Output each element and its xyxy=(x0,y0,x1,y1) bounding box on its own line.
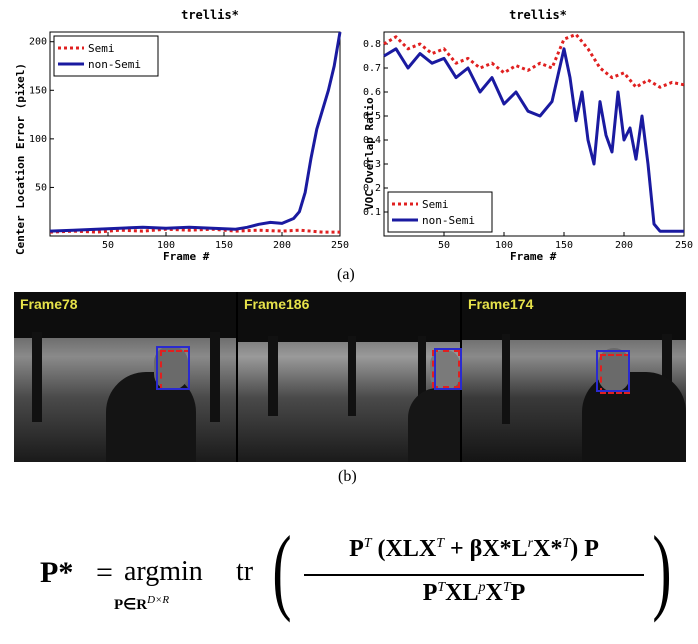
pillar xyxy=(502,334,510,424)
y-tick-label: 200 xyxy=(29,37,47,48)
eq-den-p-sup: T xyxy=(437,580,446,595)
legend-box xyxy=(53,35,159,77)
y-tick-label: 100 xyxy=(29,134,47,145)
eq-paren-left: ( xyxy=(272,516,292,623)
x-tick-label: 50 xyxy=(438,240,450,251)
eq-trace: tr xyxy=(236,556,254,587)
frame-panel-3: Frame174 xyxy=(462,292,686,462)
x-tick-label: 50 xyxy=(102,240,114,251)
y-tick-label: 150 xyxy=(29,85,47,96)
caption-a: (a) xyxy=(337,266,355,283)
face xyxy=(154,346,188,390)
roof-shadow xyxy=(238,292,460,342)
series-line-nonsemi xyxy=(383,47,684,233)
y-tick-label: 0.8 xyxy=(363,39,381,50)
eq-denominator: PTXLpXTP xyxy=(302,580,646,607)
y-tick-label: 0.7 xyxy=(363,63,381,74)
eq-paren-right: ) xyxy=(652,516,672,623)
legend-label: Semi xyxy=(422,198,449,211)
objective-equation: P* = argmin P∈RD×R tr ( PT (XLXT + βX*Lr… xyxy=(40,516,680,628)
legend: Semi non-Semi xyxy=(53,35,159,77)
eq-num-xlx: (XLX xyxy=(377,536,437,562)
eq-equals: = xyxy=(96,556,113,589)
plot2-xlabel: Frame # xyxy=(510,250,557,263)
legend-label: non-Semi xyxy=(422,214,475,227)
eq-den-p2: p xyxy=(478,580,486,595)
eq-subscript-sup: D×R xyxy=(147,594,170,606)
plot2-title: trellis* xyxy=(509,8,567,22)
plot1-title: trellis* xyxy=(181,8,239,22)
x-tick-label: 150 xyxy=(555,240,573,251)
caption-b: (b) xyxy=(338,468,357,485)
eq-argmin: argmin xyxy=(124,556,203,587)
pillar xyxy=(32,332,42,422)
pillar xyxy=(268,336,278,416)
eq-num-x-sup: T xyxy=(562,536,571,551)
eq-den-xl: XL xyxy=(445,580,479,606)
eq-fraction-bar xyxy=(304,574,644,576)
tracking-box-nonsemi xyxy=(596,350,630,392)
series-line-nonsemi xyxy=(49,31,342,233)
x-tick-label: 250 xyxy=(331,240,349,251)
roof-shadow xyxy=(14,292,236,338)
eq-lhs: P* xyxy=(40,556,74,589)
plot1-xlabel: Frame # xyxy=(163,250,210,263)
eq-subscript: P∈RD×R xyxy=(114,594,169,614)
eq-num-beta: + βX*L xyxy=(444,536,528,562)
y-tick-label: 0.4 xyxy=(363,135,381,146)
y-tick-label: 50 xyxy=(35,182,47,193)
eq-num-x: X* xyxy=(533,536,563,562)
y-tick-label: 0.3 xyxy=(363,159,381,170)
frame-panel-2: Frame186 xyxy=(238,292,462,462)
frame-panel-1: Frame78 xyxy=(14,292,236,462)
eq-num-r: r xyxy=(527,536,534,551)
roof-shadow xyxy=(462,292,686,340)
y-tick-label: 0.1 xyxy=(363,207,381,218)
legend-box xyxy=(387,191,493,233)
pillar xyxy=(210,332,220,422)
plot2-chart: 50 100 150 200 250 0.1 0.2 0.3 0.4 0.5 0.6 0.7 0.8 Se… xyxy=(363,31,693,251)
eq-num-p: P xyxy=(349,536,364,562)
x-tick-label: 200 xyxy=(615,240,633,251)
tracking-box-nonsemi xyxy=(434,348,462,390)
legend-label: Semi xyxy=(88,42,115,55)
eq-num-tail: ) P xyxy=(570,536,599,562)
eq-den-p: P xyxy=(422,580,438,606)
x-tick-label: 250 xyxy=(675,240,693,251)
y-tick-label: 0.5 xyxy=(363,111,381,122)
series-line-semi xyxy=(383,32,685,89)
pillar xyxy=(348,336,356,416)
frame-label: Frame174 xyxy=(468,296,534,312)
legend: Semi non-Semi xyxy=(387,191,493,233)
eq-den-tail: P xyxy=(510,580,526,606)
plot1-chart: 50 100 150 200 250 50 100 150 200 Semi non-Semi xyxy=(29,31,349,251)
eq-den-x: X xyxy=(485,580,503,606)
eq-den-x-sup: T xyxy=(502,580,511,595)
x-tick-label: 200 xyxy=(273,240,291,251)
tracking-box-semi xyxy=(432,350,460,388)
person-silhouette xyxy=(582,372,686,462)
frame-strip: Frame78 Frame186 Frame174 xyxy=(14,292,686,462)
x-tick-label: 150 xyxy=(215,240,233,251)
eq-subscript-base: P∈R xyxy=(114,597,148,613)
pillar xyxy=(418,336,426,416)
x-tick-label: 100 xyxy=(495,240,513,251)
person-silhouette xyxy=(408,388,460,462)
y-tick-label: 0.2 xyxy=(363,183,381,194)
eq-numerator: PT (XLXT + βX*LrX*T) P xyxy=(302,536,646,563)
y-tick-label: 0.6 xyxy=(363,87,381,98)
x-tick-label: 100 xyxy=(157,240,175,251)
eq-num-xlx-sup: T xyxy=(436,536,444,551)
frame-label: Frame186 xyxy=(244,296,310,312)
legend-label: non-Semi xyxy=(88,58,141,71)
eq-num-p-sup: T xyxy=(363,536,372,551)
frame-label: Frame78 xyxy=(20,296,78,312)
tracking-box-nonsemi xyxy=(156,346,190,390)
